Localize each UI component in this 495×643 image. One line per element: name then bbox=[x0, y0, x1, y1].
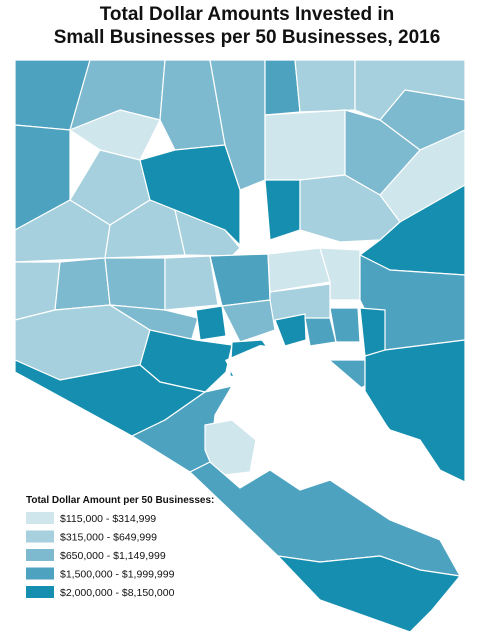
neighborhood bbox=[264, 179, 301, 241]
neighborhood bbox=[277, 555, 461, 633]
legend-label: $1,500,000 - $1,999,999 bbox=[60, 569, 175, 581]
neighborhood bbox=[294, 59, 356, 113]
neighborhoods bbox=[14, 59, 466, 633]
neighborhood bbox=[209, 59, 266, 191]
neighborhood bbox=[209, 253, 271, 307]
neighborhood bbox=[221, 299, 276, 343]
neighborhood bbox=[104, 257, 166, 311]
neighborhood bbox=[304, 317, 337, 347]
neighborhood bbox=[174, 209, 241, 257]
neighborhood bbox=[264, 109, 346, 181]
neighborhood bbox=[274, 313, 307, 347]
neighborhood bbox=[164, 255, 219, 311]
legend: $115,000 - $314,999 $315,000 - $649,999 $6… bbox=[26, 512, 175, 599]
neighborhood bbox=[54, 257, 111, 311]
neighborhood bbox=[264, 59, 301, 116]
neighborhood bbox=[109, 304, 199, 346]
harbor-water bbox=[225, 345, 458, 540]
legend-label: $315,000 - $649,999 bbox=[60, 532, 157, 544]
neighborhood bbox=[359, 307, 386, 357]
title-line: Total Dollar Amounts Invested in bbox=[100, 4, 395, 25]
legend-swatch bbox=[26, 530, 54, 543]
legend-swatch bbox=[26, 586, 54, 598]
title-line: Small Businesses per 50 Businesses, 2016 bbox=[54, 27, 441, 48]
legend-swatch bbox=[26, 567, 54, 580]
legend-title: Total Dollar Amount per 50 Businesses: bbox=[26, 495, 214, 506]
neighborhood bbox=[195, 305, 227, 341]
legend-label: $650,000 - $1,149,999 bbox=[60, 550, 166, 562]
legend-swatch bbox=[26, 549, 54, 561]
legend-swatch bbox=[26, 512, 54, 524]
legend-label: $2,000,000 - $8,150,000 bbox=[60, 587, 175, 599]
legend-label: $115,000 - $314,999 bbox=[60, 513, 156, 525]
neighborhood bbox=[69, 109, 161, 161]
neighborhood bbox=[329, 307, 361, 343]
